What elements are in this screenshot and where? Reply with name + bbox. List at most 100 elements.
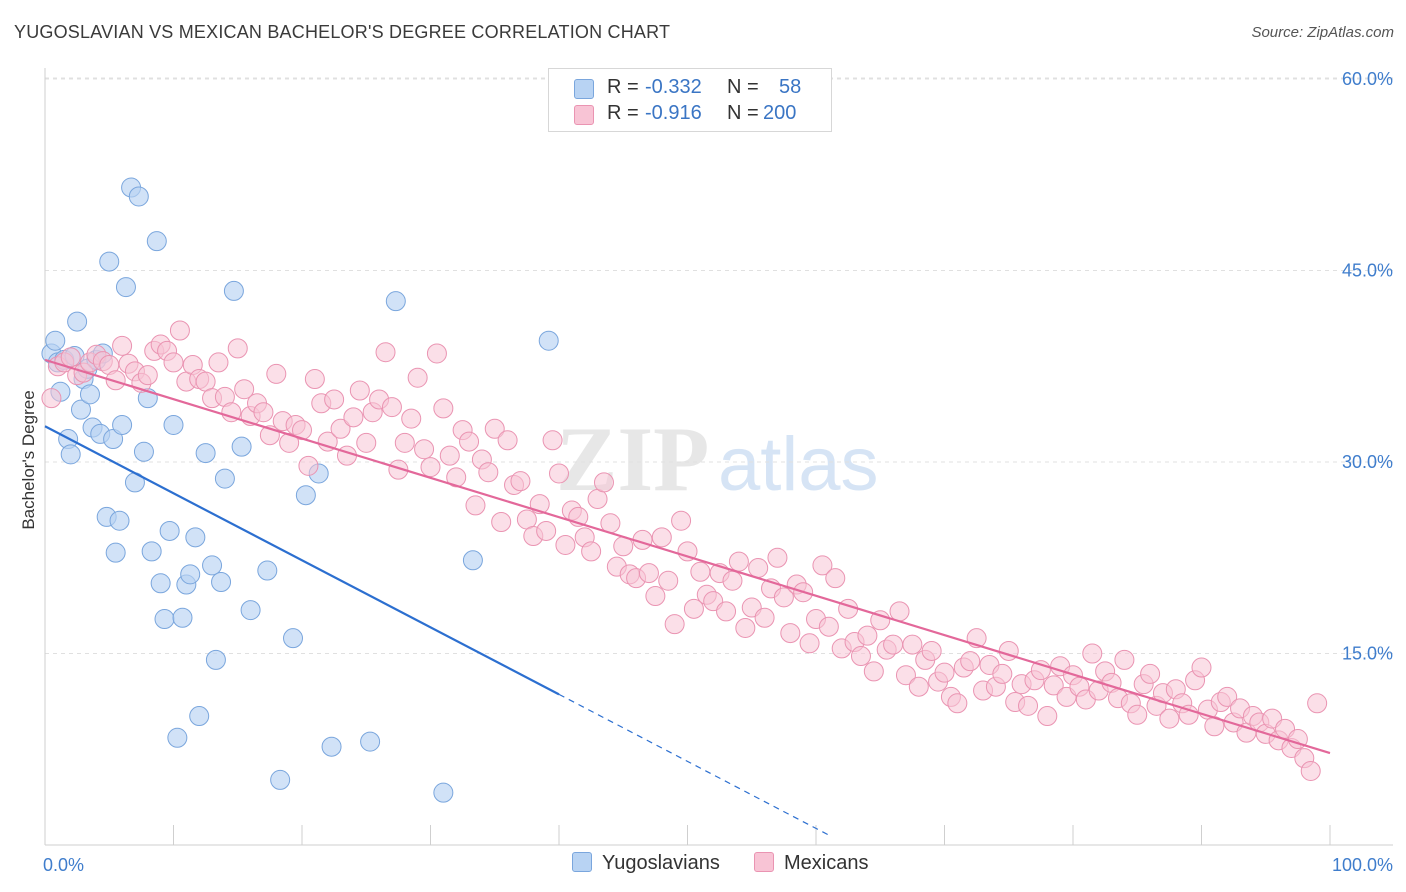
mexican-point [799, 633, 820, 654]
mexican-point [542, 430, 563, 451]
yugoslavian-point [103, 429, 124, 450]
yugoslavian-point [167, 727, 188, 748]
yugoslavian-trend-line [44, 425, 560, 696]
yugoslavian-point [70, 399, 91, 420]
mexican-point [1217, 686, 1238, 707]
mexican-point [767, 547, 788, 568]
mexican-point [1018, 695, 1039, 716]
mexican-point [1300, 760, 1321, 781]
legend-row-yugoslavians: R = -0.332 N = 58 [549, 74, 831, 102]
mexican-point [478, 462, 499, 483]
chart-title: YUGOSLAVIAN VS MEXICAN BACHELOR'S DEGREE… [14, 22, 671, 42]
mexican-point [825, 568, 846, 589]
mexican-point [234, 379, 255, 400]
yugoslavian-point [112, 414, 133, 435]
yugoslavian-point [321, 736, 342, 757]
yugoslavian-point [60, 444, 81, 465]
mexican-point [266, 363, 287, 384]
mexican-point [671, 510, 692, 531]
y-tick-label: 60.0% [1342, 69, 1393, 89]
mexican-point [1037, 706, 1058, 727]
mexican-point [536, 520, 557, 541]
watermark-zip: ZIP [556, 408, 709, 510]
legend-n-value: 58 [779, 76, 802, 98]
mexican-point [330, 418, 351, 439]
yugoslavian-point [202, 555, 223, 576]
yugoslavian-point [223, 280, 244, 301]
yugoslavian-point [141, 541, 162, 562]
yugoslavian-point [211, 572, 232, 593]
mexican-point [465, 495, 486, 516]
legend-n-value: 200 [763, 102, 797, 124]
mexican-point [638, 563, 659, 584]
yugoslavian-point [67, 311, 88, 332]
mexican-point [902, 634, 923, 655]
yugoslavian-point [105, 542, 126, 563]
yugoslavian-point [214, 468, 235, 489]
mexican-point [883, 634, 904, 655]
y-tick-labels: 15.0% 30.0% 45.0% 60.0% [1342, 69, 1393, 664]
mexican-point [253, 402, 274, 423]
mexican-point [388, 459, 409, 480]
yugoslavian-point [385, 291, 406, 312]
mexican-point [889, 601, 910, 622]
mexican-point [593, 472, 614, 493]
mexican-point [510, 471, 531, 492]
mexican-point [381, 397, 402, 418]
watermark-atlas: atlas [718, 422, 879, 507]
mexican-trend-line [44, 358, 1331, 755]
mexican-point [549, 463, 569, 484]
mexican-point [414, 439, 435, 460]
mexican-point [1191, 657, 1212, 678]
yugoslavian-point [79, 384, 100, 405]
mexican-point [651, 527, 672, 548]
legend-r-label: R = [607, 102, 639, 124]
yugoslavian-point [180, 564, 201, 585]
mexican-point [921, 640, 942, 661]
mexican-point [401, 408, 422, 429]
mexican-point [433, 398, 454, 419]
mexican-point [1043, 675, 1064, 696]
mexican-point [112, 335, 133, 356]
y-tick-label: 15.0% [1342, 644, 1393, 664]
mexican-point [439, 445, 460, 466]
yugoslavian-point [360, 731, 381, 752]
yugoslavian-point [257, 560, 278, 581]
yugoslavian-point [538, 330, 559, 351]
series-mexicans-points [41, 320, 1328, 781]
yugoslavian-point [462, 550, 483, 571]
yugoslavian-point [133, 441, 154, 462]
bottom-legend-swatch-mexicans [754, 852, 774, 872]
mexican-point [908, 676, 929, 697]
mexican-point [818, 616, 839, 637]
mexican-point [645, 586, 666, 607]
mexican-point [947, 693, 968, 714]
mexican-point [169, 320, 190, 341]
mexican-point [664, 614, 685, 635]
mexican-point [895, 665, 916, 686]
yugoslavian-point [172, 607, 193, 628]
mexican-point [304, 369, 325, 390]
mexican-point [728, 551, 749, 572]
mexican-point [279, 432, 300, 453]
mexican-point [420, 457, 441, 478]
trend-lines [44, 358, 1331, 836]
yugoslavian-point [163, 414, 184, 435]
mexican-point [105, 370, 126, 391]
yugoslavian-point [433, 782, 454, 803]
legend-swatch-yugoslavians [574, 79, 594, 99]
mexican-point [838, 598, 859, 619]
mexican-point [1082, 643, 1103, 664]
x-tick-label-min: 0.0% [43, 855, 84, 875]
mexican-point [748, 557, 769, 578]
yugoslavian-trend-extension [558, 693, 830, 836]
y-tick-label: 45.0% [1342, 261, 1393, 281]
mexican-point [324, 389, 345, 410]
mexican-point [1307, 693, 1328, 714]
yugoslavian-point [240, 600, 261, 621]
mexican-point [857, 625, 878, 646]
yugoslavian-point [99, 251, 120, 272]
mexican-point [349, 380, 370, 401]
legend-r-value: -0.916 [645, 102, 702, 124]
mexican-point [208, 352, 229, 373]
